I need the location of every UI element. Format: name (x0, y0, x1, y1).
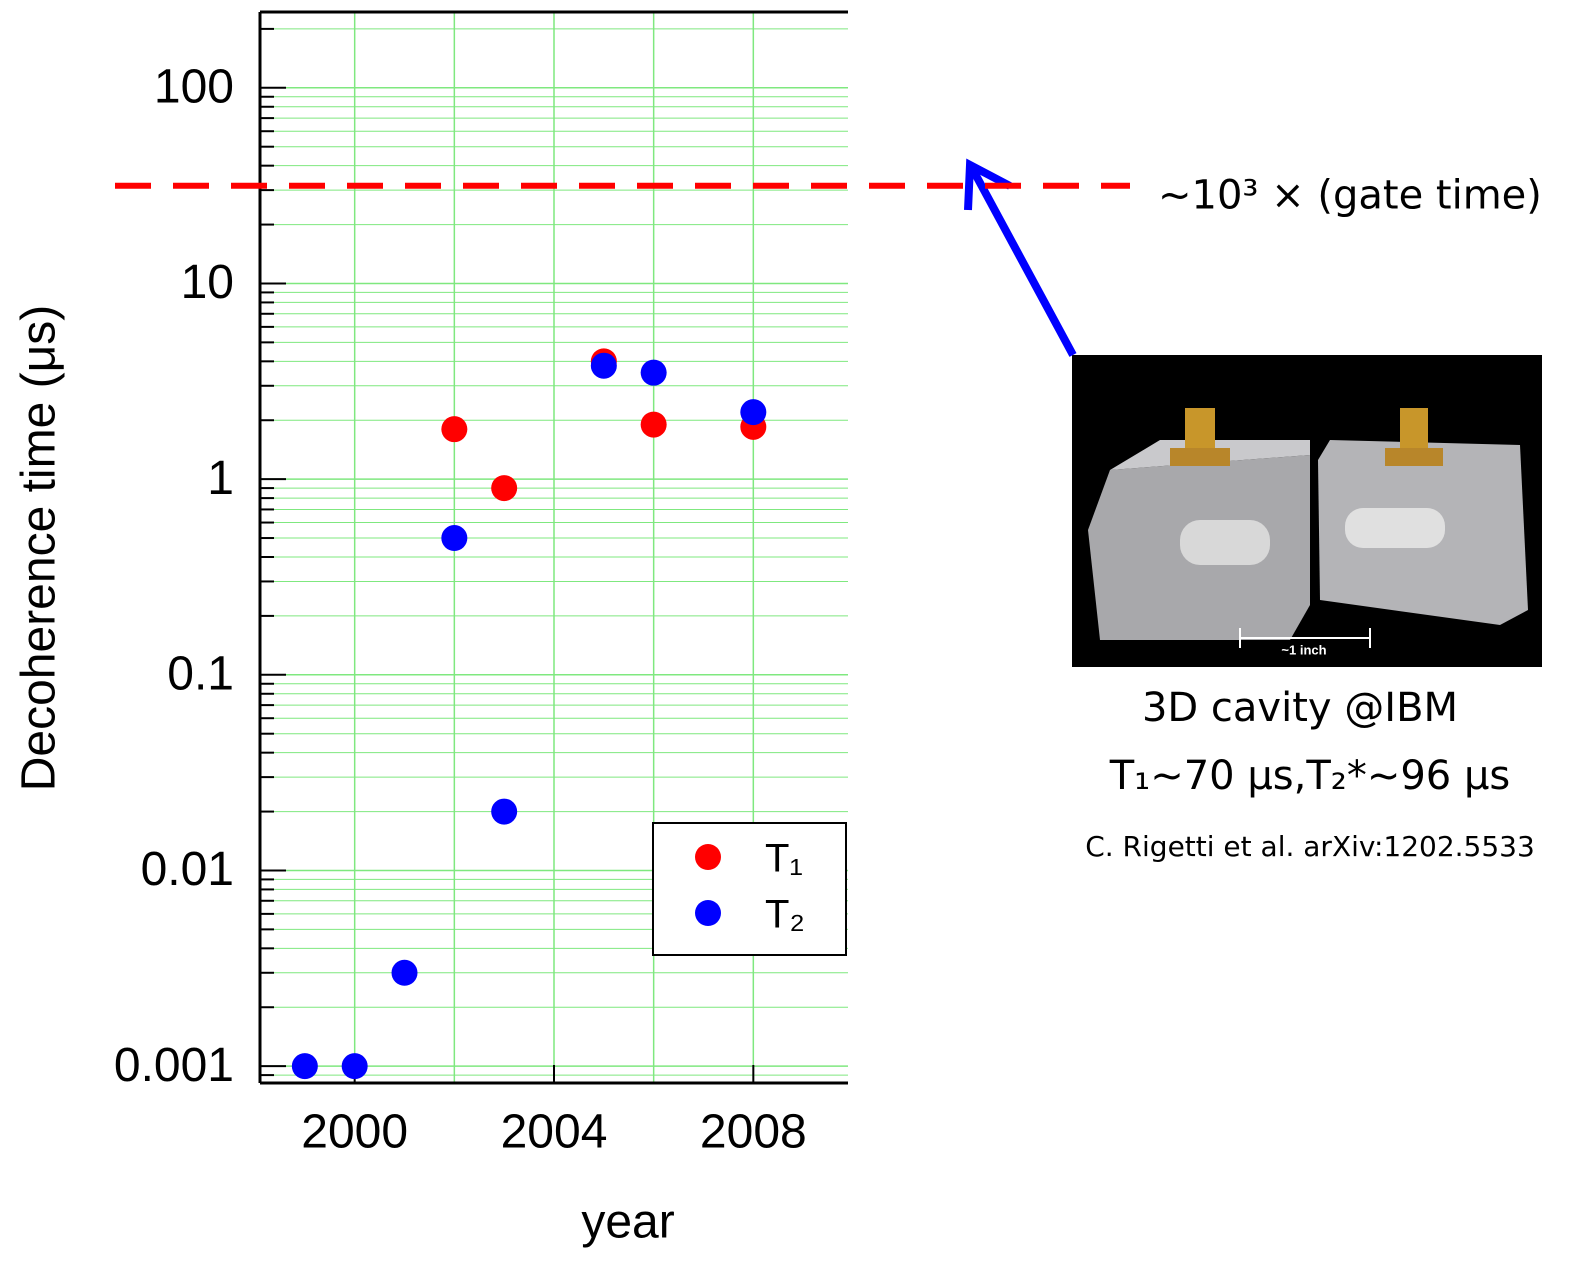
point (491, 475, 517, 501)
y-tick-label: 1 (207, 452, 234, 505)
point (740, 399, 766, 425)
x-tick-label: 2004 (501, 1106, 608, 1159)
chart: ~1 inch 3D cavity @IBM T₁~70 μs,T₂*~96 μ… (0, 0, 1596, 1276)
point (591, 353, 617, 379)
photo-values: T₁~70 μs,T₂*~96 μs (1109, 753, 1511, 799)
citation: C. Rigetti et al. arXiv:1202.5533 (1085, 830, 1535, 863)
point (641, 412, 667, 438)
y-tick-label: 100 (154, 60, 234, 113)
legend-label: T₂ (765, 893, 805, 937)
x-axis-title: year (581, 1196, 674, 1249)
point (441, 525, 467, 551)
legend-label: T₁ (765, 837, 803, 881)
x-tick-label: 2000 (301, 1106, 408, 1159)
legend-marker (695, 844, 721, 870)
legend-marker (695, 900, 721, 926)
point (491, 799, 517, 825)
scale-label: ~1 inch (1281, 642, 1326, 657)
point (342, 1053, 368, 1079)
legend-box (653, 823, 846, 955)
photo-caption: 3D cavity @IBM (1142, 685, 1458, 731)
point (392, 960, 418, 986)
point (441, 416, 467, 442)
reference-label: ~10³ × (gate time) (1158, 173, 1542, 219)
point (292, 1053, 318, 1079)
y-tick-label: 0.01 (141, 843, 234, 896)
y-tick-label: 0.001 (114, 1039, 234, 1092)
arrow (968, 165, 1073, 355)
y-axis-title: Decoherence time (μs) (13, 305, 66, 792)
x-tick-label: 2008 (700, 1106, 807, 1159)
photo (1072, 355, 1542, 667)
point (641, 360, 667, 386)
y-tick-label: 10 (181, 256, 234, 309)
y-tick-label: 0.1 (167, 647, 234, 700)
